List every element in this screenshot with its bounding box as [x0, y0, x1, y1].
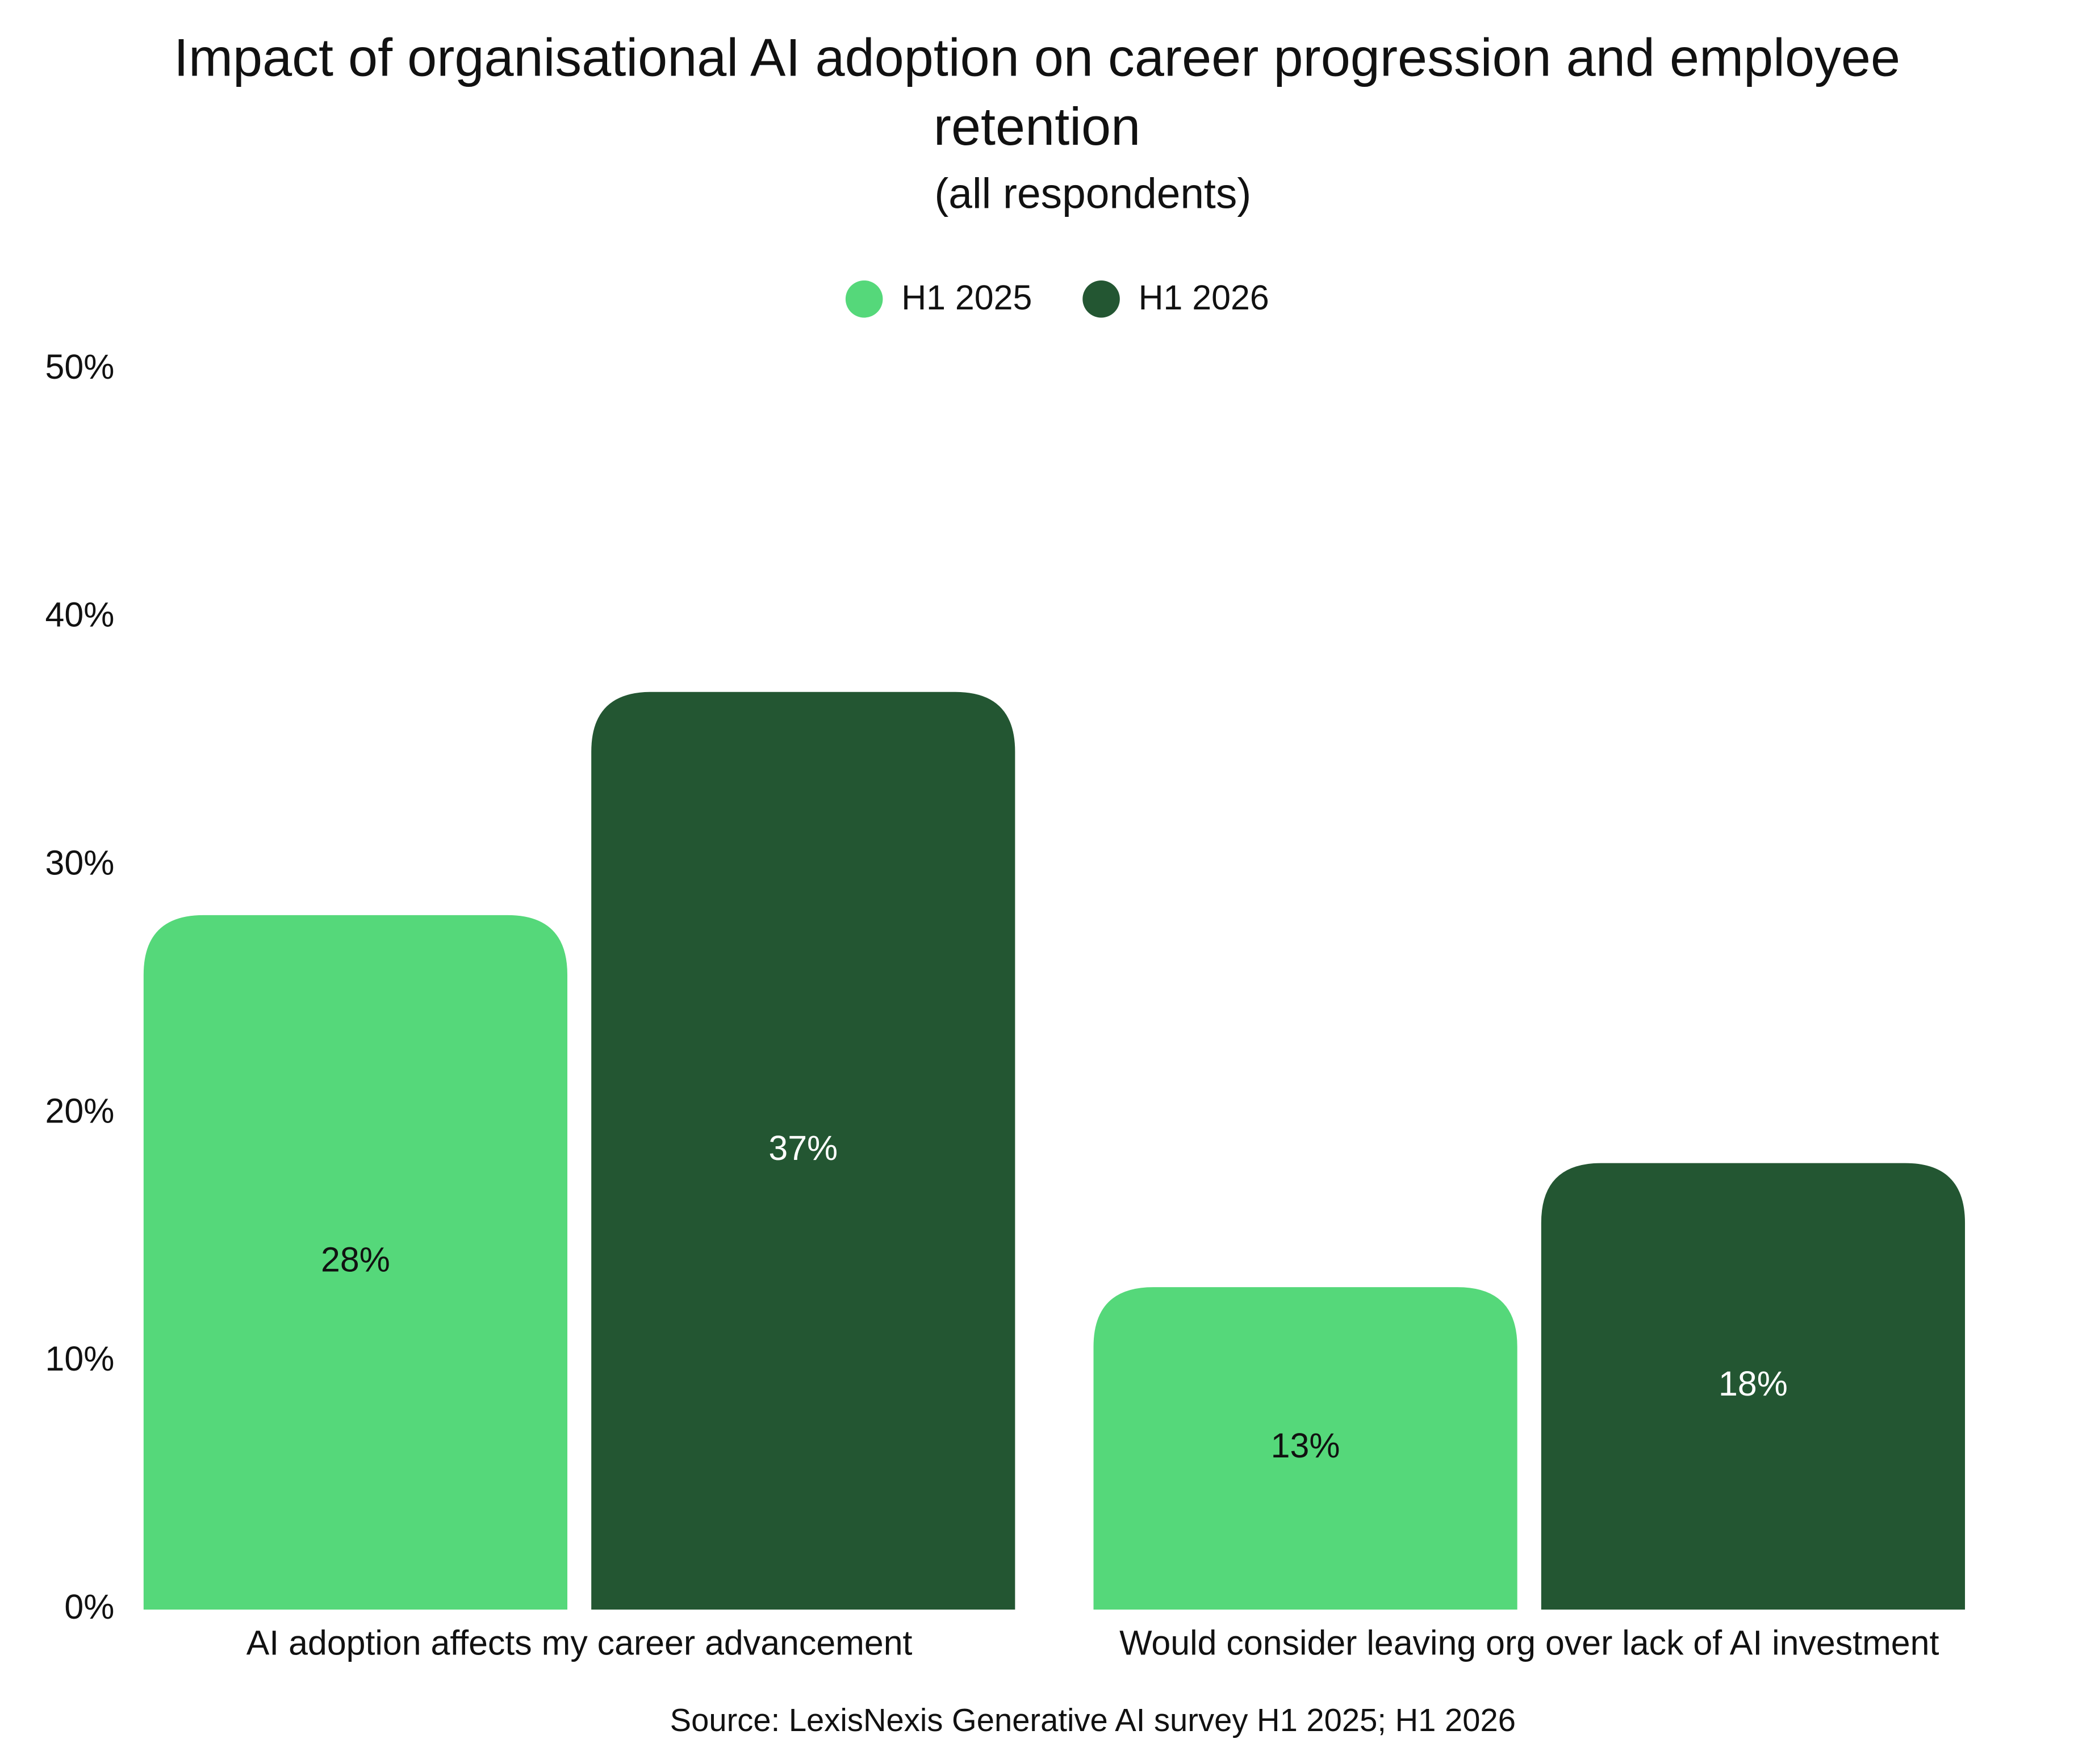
source-note: Source: LexisNexis Generative AI survey …	[670, 1702, 1516, 1738]
legend-label: H1 2026	[1139, 278, 1269, 317]
bar	[1541, 1163, 1966, 1610]
y-tick-label: 20%	[45, 1091, 115, 1130]
y-tick-label: 40%	[45, 596, 115, 634]
legend-label: H1 2025	[901, 278, 1032, 317]
y-tick-label: 50%	[45, 347, 115, 386]
value-label: 18%	[1718, 1364, 1788, 1403]
bar	[1093, 1287, 1517, 1610]
chart-subtitle: (all respondents)	[934, 169, 1251, 217]
legend-swatch	[1082, 280, 1120, 318]
bar	[591, 692, 1015, 1610]
bar	[143, 915, 568, 1610]
chart-title: Impact of organisational AI adoption on …	[173, 29, 1901, 157]
legend-swatch	[845, 280, 883, 318]
y-tick-label: 0%	[64, 1587, 114, 1626]
y-tick-label: 30%	[45, 844, 115, 882]
value-label: 37%	[768, 1129, 838, 1167]
title-wrap: Impact of organisational AI adoption on …	[173, 29, 1901, 157]
x-tick-label: Would consider leaving org over lack of …	[1119, 1623, 1939, 1662]
y-tick-label: 10%	[45, 1339, 115, 1378]
value-label: 13%	[1271, 1426, 1340, 1465]
x-tick-label: AI adoption affects my career advancemen…	[246, 1623, 913, 1662]
value-label: 28%	[321, 1240, 390, 1279]
